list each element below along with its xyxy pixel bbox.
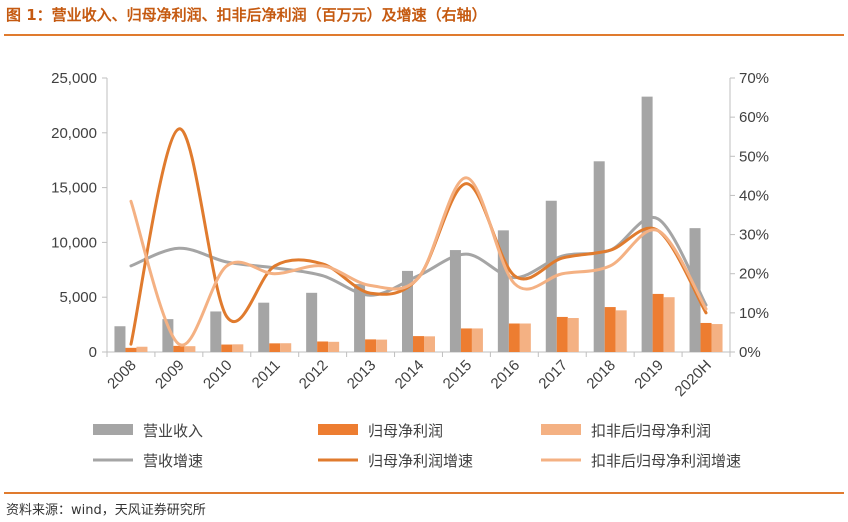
revenue-bar xyxy=(354,284,366,352)
deducted-net-profit-bar xyxy=(615,310,627,352)
deducted-net-profit-bar xyxy=(328,341,340,352)
revenue-bar xyxy=(258,302,270,352)
x-tick-label: 2012 xyxy=(296,357,332,393)
legend-revenue-label: 营业收入 xyxy=(143,423,203,440)
legend-net-profit-label: 归母净利润 xyxy=(368,423,443,440)
x-tick-label: 2018 xyxy=(583,357,619,393)
net-profit-bar xyxy=(365,339,377,352)
net-profit-bar xyxy=(413,336,424,352)
y-left-tick-label: 10,000 xyxy=(51,234,97,251)
deducted-net-profit-bar xyxy=(471,328,483,352)
x-tick-label: 2019 xyxy=(631,357,667,393)
x-tick-label: 2017 xyxy=(535,357,571,393)
source-note: 资料来源：wind，天风证券研究所 xyxy=(6,503,206,518)
deducted-net-profit-bar xyxy=(232,344,244,352)
legend-deducted-net-profit-label: 扣非后归母净利润 xyxy=(591,423,711,440)
net-profit-bar xyxy=(317,341,329,352)
deducted-net-profit-bar xyxy=(519,323,531,352)
revenue-bar xyxy=(306,292,318,352)
net-profit-bar xyxy=(460,328,472,352)
net-profit-bar xyxy=(173,345,185,352)
y-right-tick-label: 70% xyxy=(739,70,769,87)
x-tick-label: 2016 xyxy=(488,357,524,393)
net-profit-bar xyxy=(269,343,281,352)
y-right-tick-label: 10% xyxy=(739,305,769,322)
x-tick-label: 2008 xyxy=(104,357,140,393)
deducted-net-profit-bar xyxy=(376,339,388,352)
x-tick-label: 2010 xyxy=(200,357,236,393)
legend-revenue-growth-label: 营收增速 xyxy=(143,453,203,470)
y-right-tick-label: 40% xyxy=(739,187,769,204)
revenue-bar xyxy=(114,326,126,352)
net-profit-bar xyxy=(604,307,616,352)
deducted-growth-line xyxy=(129,176,708,347)
title-divider xyxy=(4,34,844,36)
revenue-bar xyxy=(162,319,174,352)
y-right-tick-label: 30% xyxy=(739,227,769,244)
x-tick-label: 2013 xyxy=(344,357,380,393)
y-right-tick-label: 60% xyxy=(739,109,769,126)
net-profit-bar xyxy=(700,322,712,352)
y-right-tick-label: 50% xyxy=(739,148,769,165)
y-left-tick-label: 15,000 xyxy=(51,180,97,197)
x-tick-label: 2011 xyxy=(249,357,284,392)
net-profit-bar xyxy=(508,323,520,352)
x-tick-label: 2020H xyxy=(672,357,715,400)
revenue-bar xyxy=(210,311,222,352)
footer-divider xyxy=(4,492,844,494)
x-tick-label: 2015 xyxy=(440,357,476,393)
deducted-net-profit-bar xyxy=(424,336,435,352)
x-tick-label: 2014 xyxy=(392,357,428,393)
chart-title: 图 1：营业收入、归母净利润、扣非后净利润（百万元）及增速（右轴） xyxy=(6,6,487,24)
net-profit-bar xyxy=(556,316,568,352)
y-right-tick-label: 0% xyxy=(739,344,761,361)
revenue-bar xyxy=(641,96,653,352)
net-profit-bar xyxy=(221,344,233,352)
chart-lines xyxy=(129,127,708,347)
revenue-bar xyxy=(593,161,605,352)
net-profit-growth-line xyxy=(129,127,708,346)
deducted-net-profit-bar xyxy=(567,318,579,352)
y-left-tick-label: 25,000 xyxy=(51,70,97,87)
deducted-net-profit-bar xyxy=(663,297,675,352)
revenue-bar xyxy=(545,200,557,352)
legend-revenue-swatch xyxy=(93,424,133,435)
deducted-net-profit-bar xyxy=(280,343,292,352)
revenue-bar xyxy=(497,230,509,352)
x-tick-label: 2009 xyxy=(152,357,188,393)
deducted-net-profit-bar xyxy=(711,324,723,352)
legend-deducted-net-profit-swatch xyxy=(541,424,581,435)
revenue-bar xyxy=(449,250,461,352)
legend-net-profit-swatch xyxy=(318,424,358,435)
y-right-tick-label: 20% xyxy=(739,266,769,283)
revenue-bar xyxy=(402,270,413,352)
legend-deducted-growth-label: 扣非后归母净利润增速 xyxy=(591,453,741,470)
deducted-net-profit-bar xyxy=(136,346,148,352)
deducted-net-profit-bar xyxy=(184,346,196,352)
y-left-tick-label: 5,000 xyxy=(59,289,97,306)
revenue-growth-line xyxy=(129,215,708,307)
chart-axes: 0 5,000 10,000 15,000 20,000 25,000 0% 10% 20% 30… xyxy=(51,70,769,400)
combo-chart: 0 5,000 10,000 15,000 20,000 25,000 0% 10% 20% 30… xyxy=(51,70,769,470)
legend-net-profit-growth-label: 归母净利润增速 xyxy=(368,453,473,470)
net-profit-bar xyxy=(125,347,137,352)
net-profit-bar xyxy=(652,293,664,352)
y-left-tick-label: 0 xyxy=(89,344,97,361)
y-left-tick-label: 20,000 xyxy=(51,125,97,142)
